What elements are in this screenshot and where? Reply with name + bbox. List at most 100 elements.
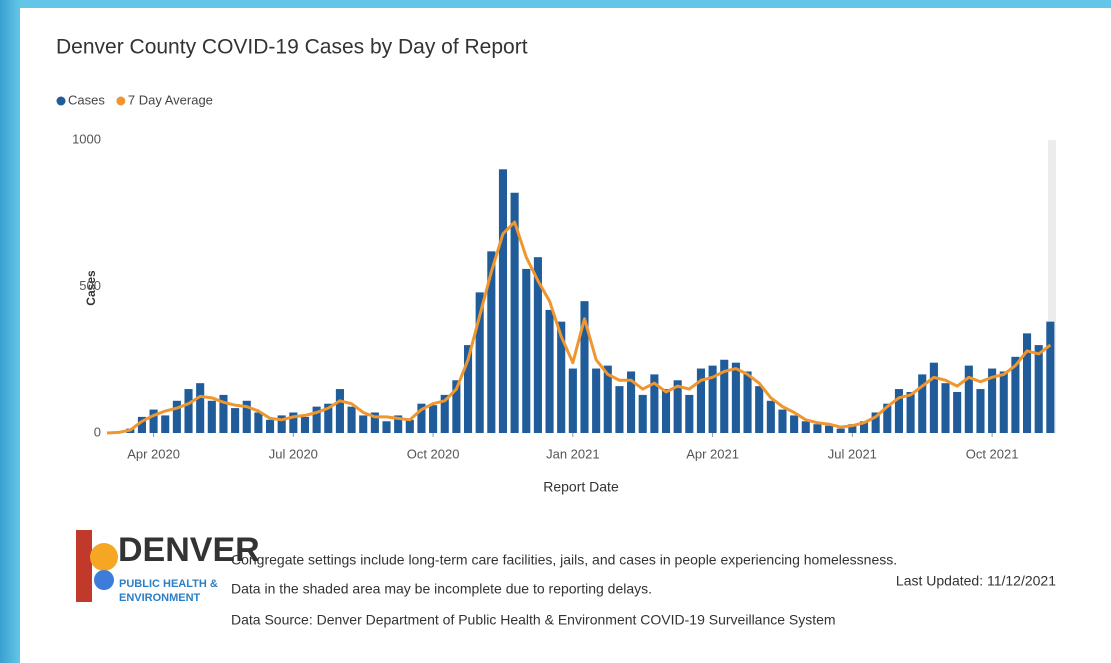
bar — [685, 394, 694, 433]
logo-sub: ENVIRONMENT — [119, 592, 201, 604]
bar — [801, 421, 810, 433]
footer-note: Data Source: Denver Department of Public… — [231, 612, 836, 628]
bar — [324, 403, 333, 433]
bar — [976, 389, 985, 433]
bars — [114, 169, 1055, 434]
logo-sub: PUBLIC HEALTH & — [119, 578, 218, 590]
top-band — [0, 0, 1111, 8]
bar — [184, 389, 193, 433]
bar — [440, 394, 449, 433]
last-updated: Last Updated: 11/12/2021 — [896, 573, 1056, 589]
x-tick-label: Apr 2020 — [127, 446, 180, 461]
bar — [778, 409, 787, 433]
bar — [522, 268, 531, 433]
bar — [883, 403, 892, 433]
bar — [790, 415, 799, 433]
bar — [417, 403, 426, 433]
average-line — [106, 220, 1052, 435]
bar — [918, 374, 927, 433]
bar — [405, 419, 414, 433]
bar — [510, 192, 519, 433]
x-tick-label: Oct 2021 — [966, 446, 1019, 461]
bar — [254, 412, 263, 433]
bar — [627, 371, 636, 433]
bar — [137, 416, 146, 433]
x-tick-label: Jul 2021 — [828, 446, 877, 461]
bar — [557, 321, 566, 433]
bar — [394, 415, 403, 433]
legend-label: 7 Day Average — [128, 92, 213, 107]
bar — [207, 400, 216, 433]
bar — [242, 400, 251, 433]
x-tick-label: Jan 2021 — [546, 446, 600, 461]
bar — [429, 405, 438, 433]
bar — [906, 391, 915, 433]
bar — [755, 386, 764, 433]
bar — [859, 421, 869, 433]
bar — [673, 380, 682, 433]
bar — [149, 409, 158, 433]
shaded-area — [1048, 140, 1056, 433]
legend-label: Cases — [68, 92, 105, 107]
legend-swatch — [56, 96, 66, 106]
bar — [661, 389, 671, 433]
legend-swatch — [116, 96, 126, 106]
bar — [289, 412, 298, 433]
bar — [848, 424, 857, 433]
footer-note: Data in the shaded area may be incomplet… — [231, 581, 652, 597]
bar — [964, 365, 973, 433]
side-band — [0, 0, 20, 663]
x-tick-label: Apr 2021 — [686, 446, 739, 461]
bar — [266, 419, 275, 433]
bar — [894, 389, 903, 433]
bar — [766, 400, 775, 433]
bar — [172, 400, 181, 433]
bar — [871, 412, 880, 433]
bar — [382, 421, 391, 433]
logo-bar — [76, 530, 92, 602]
bar — [1046, 321, 1055, 433]
x-tick-label: Jul 2020 — [269, 446, 318, 461]
bar — [650, 374, 659, 433]
bar — [929, 362, 938, 433]
bar — [196, 383, 205, 433]
y-tick-label: 1000 — [72, 131, 101, 146]
bar — [953, 391, 962, 433]
bar — [359, 415, 368, 433]
chart-title: Denver County COVID-19 Cases by Day of R… — [56, 36, 528, 59]
bar — [347, 406, 356, 433]
bar — [533, 257, 542, 433]
bar — [615, 386, 624, 433]
bar — [813, 424, 822, 433]
bar — [743, 371, 752, 433]
bar — [580, 301, 589, 433]
bar — [312, 406, 321, 433]
bar — [638, 394, 647, 433]
bar — [731, 362, 740, 433]
logo-name: DENVER — [118, 531, 260, 569]
bar — [1034, 345, 1043, 433]
bar — [941, 383, 950, 433]
y-tick-label: 0 — [94, 424, 101, 439]
y-axis-label: Cases — [84, 270, 98, 306]
bar — [231, 408, 240, 433]
x-tick-label: Oct 2020 — [407, 446, 460, 461]
bar — [161, 415, 170, 433]
bar — [498, 169, 508, 434]
bar — [999, 371, 1008, 433]
bar — [592, 368, 601, 433]
bar — [219, 394, 228, 433]
bar — [463, 345, 473, 433]
y-tick-label: 500 — [79, 278, 101, 293]
bar — [487, 251, 496, 433]
bar — [836, 428, 845, 433]
bar — [988, 368, 997, 433]
bar — [475, 292, 484, 433]
bar — [300, 416, 310, 433]
logo: DENVER PUBLIC HEALTH & ENVIRONMENT — [76, 530, 260, 604]
x-axis-label: Report Date — [543, 479, 619, 495]
bar — [603, 365, 612, 433]
bar — [1011, 356, 1020, 433]
bar — [1023, 333, 1032, 433]
